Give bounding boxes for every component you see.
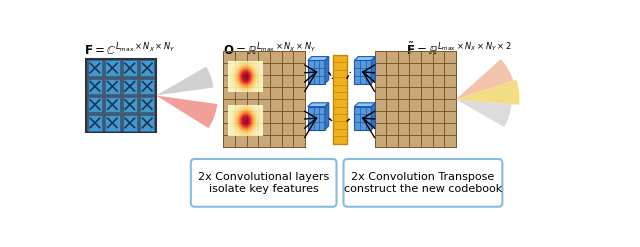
Bar: [333, 55, 347, 144]
Bar: [105, 79, 120, 94]
Bar: [88, 79, 102, 94]
Bar: [123, 61, 137, 76]
Bar: [140, 61, 154, 76]
Bar: [140, 79, 154, 94]
FancyBboxPatch shape: [191, 159, 337, 207]
Polygon shape: [456, 80, 520, 105]
Polygon shape: [456, 99, 511, 127]
Polygon shape: [156, 96, 218, 128]
Text: $\tilde{\mathbf{F}} = \mathbb{R}^{L_{\mathrm{max}} \times N_X \times N_Y \times : $\tilde{\mathbf{F}} = \mathbb{R}^{L_{\ma…: [406, 42, 511, 58]
Polygon shape: [308, 57, 329, 61]
Bar: [123, 115, 137, 130]
Polygon shape: [371, 57, 375, 83]
Polygon shape: [371, 103, 375, 130]
Polygon shape: [355, 103, 375, 107]
Polygon shape: [156, 67, 214, 96]
Bar: [105, 115, 120, 130]
FancyBboxPatch shape: [344, 159, 502, 207]
Bar: [105, 61, 120, 76]
Bar: [105, 97, 120, 112]
Bar: [140, 97, 154, 112]
Bar: [374, 51, 456, 147]
Bar: [123, 97, 137, 112]
Bar: [308, 107, 325, 130]
Text: $\mathbf{F} = \mathbb{C}^{L_{\mathrm{max}} \times N_X \times N_Y}$: $\mathbf{F} = \mathbb{C}^{L_{\mathrm{max…: [84, 42, 175, 59]
Polygon shape: [355, 57, 375, 61]
Bar: [88, 61, 102, 76]
Bar: [355, 61, 371, 83]
Bar: [355, 107, 371, 130]
Bar: [223, 51, 305, 147]
Text: 2x Convolutional layers
isolate key features: 2x Convolutional layers isolate key feat…: [198, 172, 330, 194]
Bar: [86, 59, 156, 132]
Bar: [140, 115, 154, 130]
Polygon shape: [456, 59, 513, 99]
Polygon shape: [325, 57, 329, 83]
Bar: [88, 97, 102, 112]
Polygon shape: [325, 103, 329, 130]
Bar: [308, 61, 325, 83]
Text: $\mathbf{O} = \mathbb{R}^{L_{\mathrm{max}} \times N_X \times N_Y}$: $\mathbf{O} = \mathbb{R}^{L_{\mathrm{max…: [223, 42, 317, 59]
Polygon shape: [308, 103, 329, 107]
Bar: [123, 79, 137, 94]
Text: 2x Convolution Transpose
construct the new codebook: 2x Convolution Transpose construct the n…: [344, 172, 502, 194]
Bar: [88, 115, 102, 130]
